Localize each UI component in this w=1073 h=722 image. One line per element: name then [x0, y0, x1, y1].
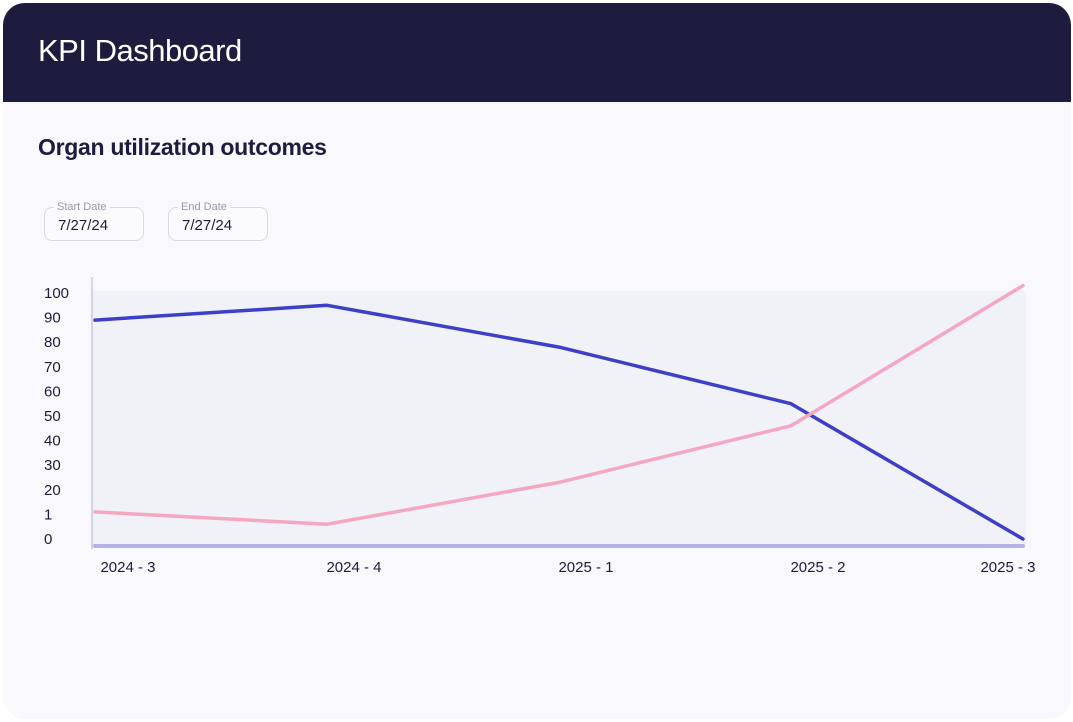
y-tick-label: 0	[44, 531, 52, 548]
x-axis-ticks: 2024 - 3 2024 - 4 2025 - 1 2025 - 2 2025 - 3	[100, 559, 1035, 576]
end-date-value: 7/27/24	[182, 217, 233, 234]
y-tick-label: 90	[44, 310, 61, 327]
app-title: KPI Dashboard	[38, 33, 242, 68]
series-line-2	[93, 283, 1025, 526]
x-tick-label: 2025 - 1	[558, 559, 613, 576]
x-tick-label: 2025 - 3	[980, 559, 1035, 576]
end-date-label: End Date	[178, 200, 230, 214]
series-line-1	[93, 303, 1025, 541]
series-lines	[93, 283, 1025, 548]
start-date-label: Start Date	[54, 200, 110, 214]
y-tick-label: 20	[44, 482, 61, 499]
y-tick-label: 50	[44, 408, 61, 425]
y-tick-label: 100	[44, 285, 69, 302]
y-tick-label: 1	[44, 506, 52, 523]
start-date-value: 7/27/24	[58, 217, 109, 234]
dashboard-card: KPI Dashboard Organ utilization outcomes…	[3, 3, 1071, 719]
x-tick-label: 2024 - 4	[326, 559, 381, 576]
y-tick-label: 60	[44, 383, 61, 400]
end-date-field[interactable]: End Date 7/27/24	[168, 200, 268, 241]
section-title: Organ utilization outcomes	[38, 134, 327, 160]
y-tick-label: 80	[44, 334, 61, 351]
y-tick-label: 30	[44, 457, 61, 474]
y-tick-label: 70	[44, 359, 61, 376]
start-date-field[interactable]: Start Date 7/27/24	[44, 200, 144, 241]
plot-area	[92, 291, 1026, 545]
y-tick-label: 40	[44, 433, 61, 450]
x-tick-label: 2025 - 2	[790, 559, 845, 576]
x-tick-label: 2024 - 3	[100, 559, 155, 576]
top-bar: KPI Dashboard	[3, 3, 1071, 102]
